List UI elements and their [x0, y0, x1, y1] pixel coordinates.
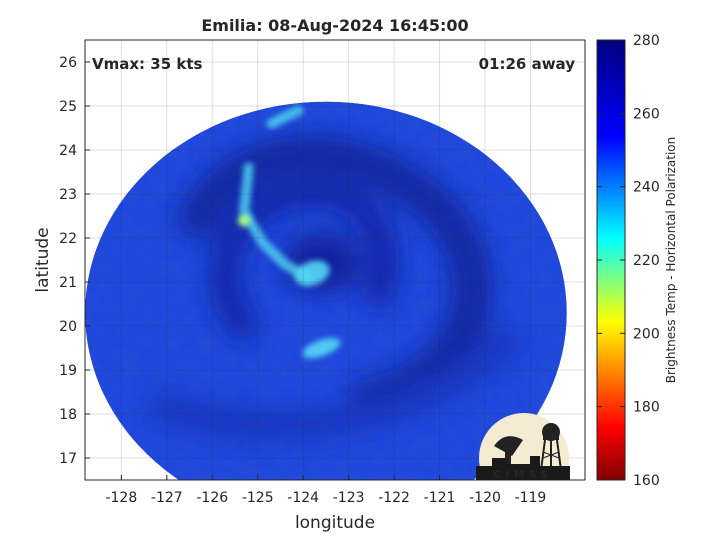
colorbar-tick-label: 160	[633, 473, 660, 489]
y-tick-label: 22	[59, 231, 77, 247]
y-tick-label: 20	[59, 319, 77, 335]
colorbar-tick-label: 220	[633, 253, 660, 269]
y-axis-label: latitude	[33, 227, 53, 292]
x-tick-label: -127	[151, 490, 183, 506]
x-tick-label: -126	[196, 490, 228, 506]
feature-northeast-arc	[266, 105, 304, 129]
time-away-annotation: 01:26 away	[479, 55, 576, 73]
x-axis-label: longitude	[295, 513, 375, 533]
x-tick-label: -122	[378, 490, 410, 506]
y-tick-label: 17	[59, 451, 77, 467]
logo-text: CIMSS	[493, 470, 553, 481]
feature-warm-core	[238, 214, 251, 227]
gridlines	[85, 40, 585, 480]
warm-features	[238, 105, 341, 359]
x-tick-label: -120	[469, 490, 501, 506]
colorbar-tick-label: 280	[633, 33, 660, 49]
x-tick-label: -124	[287, 490, 319, 506]
satellite-dish-icon	[494, 436, 523, 456]
colorbar: 160 180 200 220 240 260 280 Brightness Temp - …	[596, 33, 678, 489]
x-tick-label: -121	[424, 490, 456, 506]
feature-south-band	[302, 337, 341, 359]
axes-box	[84, 39, 586, 481]
x-tick-label: -119	[515, 490, 547, 506]
y-tick-label: 21	[59, 275, 77, 291]
chart-title: Emilia: 08-Aug-2024 16:45:00	[201, 16, 468, 35]
colorbar-tick-label: 180	[633, 400, 660, 416]
x-tick-label: -123	[333, 490, 365, 506]
y-tick-label: 25	[59, 99, 77, 115]
colorbar-tick-label: 240	[633, 180, 660, 196]
y-ticks: 17 18 19 20 21 22 23 24 25 26	[59, 55, 90, 467]
feature-warm-band-north	[239, 162, 313, 283]
vmax-annotation: Vmax: 35 kts	[92, 55, 202, 73]
colorbar-label: Brightness Temp - Horizontal Polarizatio…	[664, 137, 678, 384]
y-tick-label: 26	[59, 55, 77, 71]
y-tick-label: 19	[59, 363, 77, 379]
cimss-logo: CIMSS	[476, 413, 570, 481]
x-ticks: -128 -127 -126 -125 -124 -123 -122 -121 -120 -119	[105, 475, 546, 506]
colorbar-tick-label: 200	[633, 326, 660, 342]
colorbar-ticks: 160 180 200 220 240 260 280	[597, 33, 660, 489]
colorbar-tick-label: 260	[633, 106, 660, 122]
x-tick-label: -128	[105, 490, 137, 506]
x-tick-label: -125	[242, 490, 274, 506]
y-tick-label: 18	[59, 407, 77, 423]
water-tower-icon	[540, 423, 562, 471]
feature-eye-region	[294, 260, 330, 287]
y-tick-label: 24	[59, 143, 77, 159]
y-tick-label: 23	[59, 187, 77, 203]
satellite-swath	[85, 101, 567, 480]
